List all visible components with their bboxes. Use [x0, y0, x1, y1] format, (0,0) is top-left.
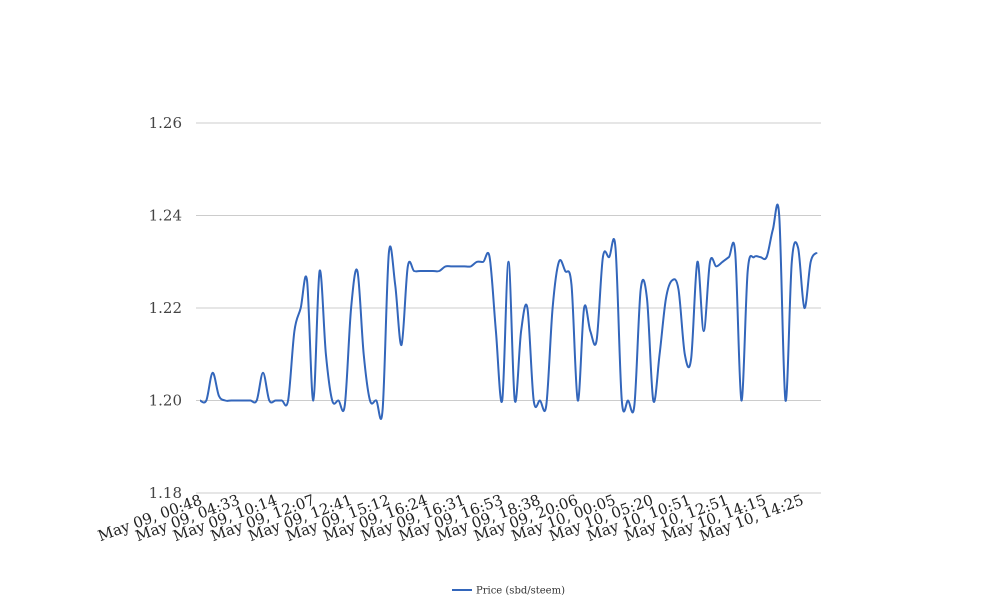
y-tick-label: 1.18 — [149, 484, 182, 502]
y-tick-label: 1.20 — [149, 392, 182, 410]
series-lines — [199, 203, 818, 420]
legend-label: Price (sbd/steem) — [476, 586, 565, 597]
y-axis-ticks: 1.18 1.20 1.22 1.24 1.26 — [149, 114, 182, 502]
series-line — [199, 203, 818, 420]
y-tick-label: 1.22 — [149, 299, 182, 317]
y-tick-label: 1.24 — [149, 207, 182, 225]
y-tick-label: 1.26 — [149, 114, 182, 132]
gridlines — [196, 122, 821, 494]
legend: Price (sbd/steem) — [452, 586, 565, 597]
